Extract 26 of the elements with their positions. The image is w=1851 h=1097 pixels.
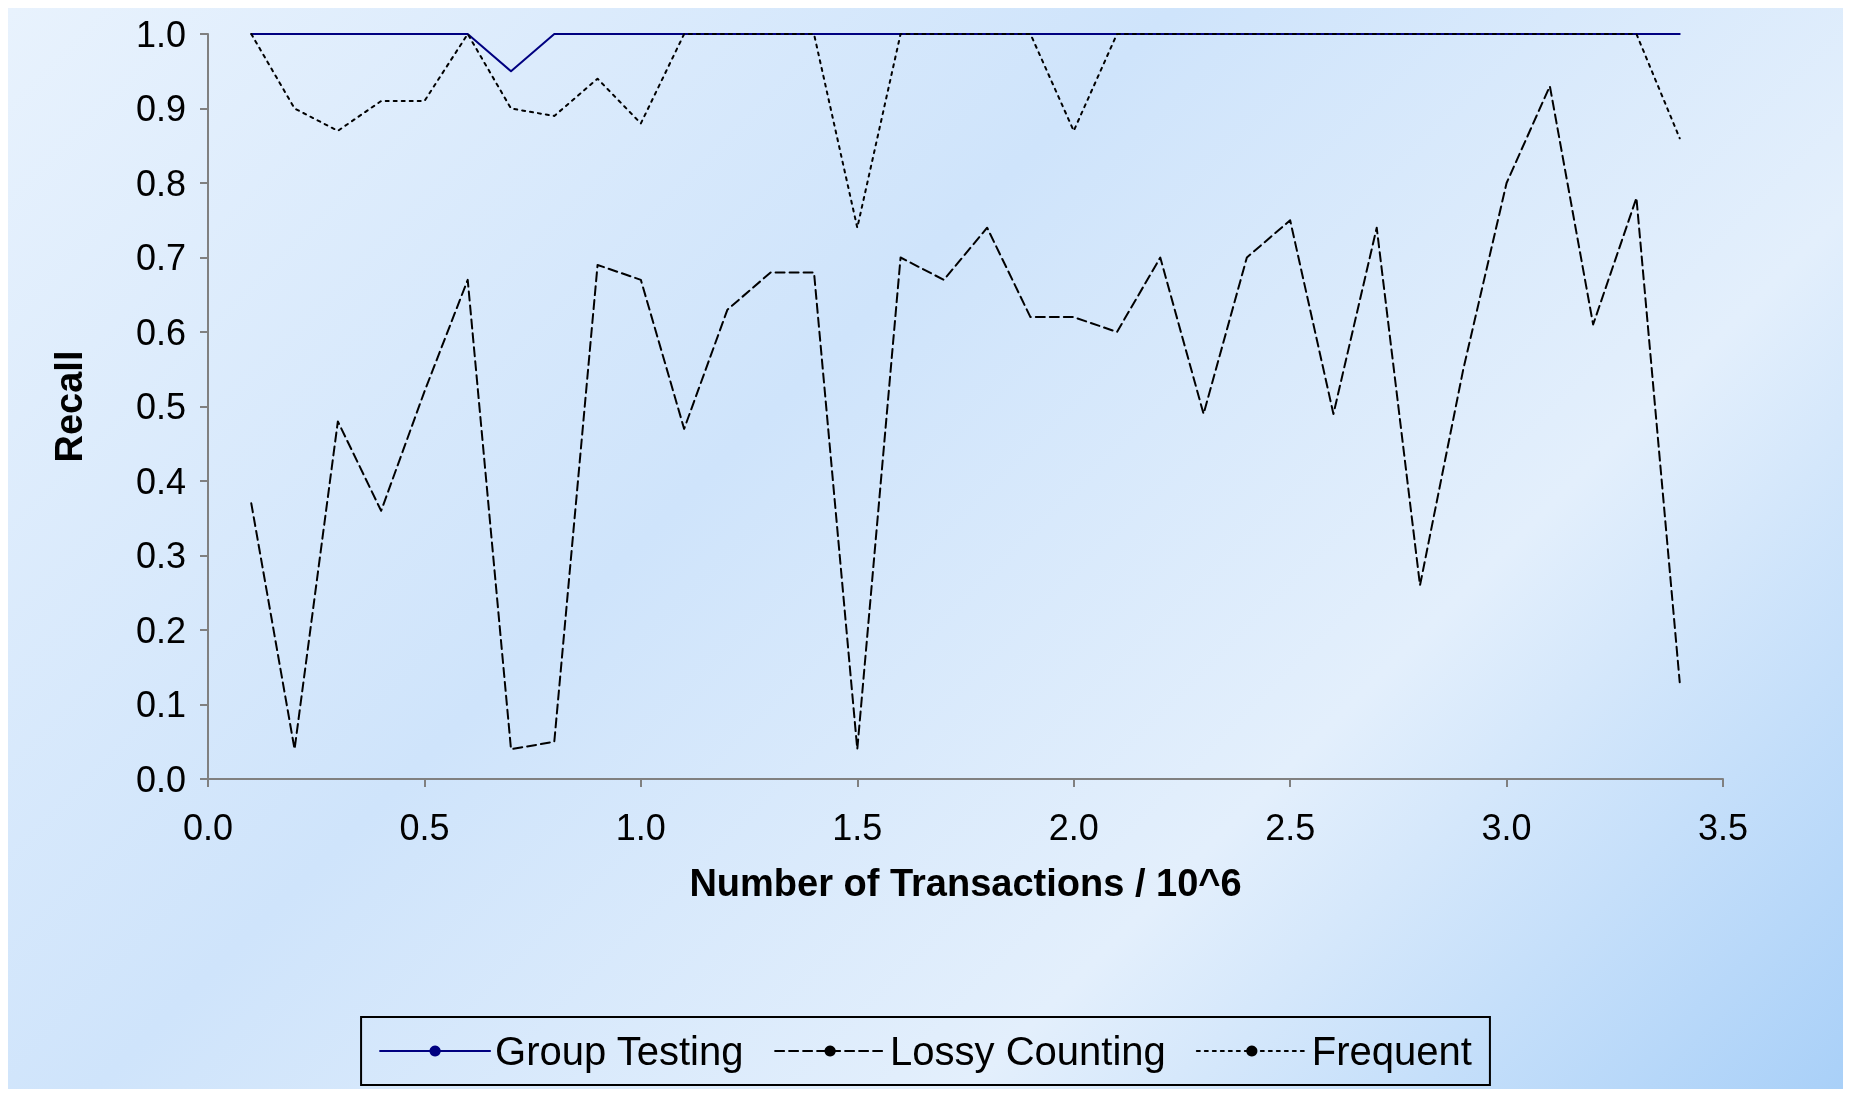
y-tick-label: 0.4 <box>135 460 186 502</box>
legend-label: Frequent <box>1311 1029 1472 1073</box>
x-tick-label: 3.5 <box>1697 806 1749 848</box>
x-tick-label: 3.0 <box>1481 806 1532 848</box>
y-tick-label: 0.9 <box>135 88 186 129</box>
y-tick-label: 1.0 <box>135 13 186 55</box>
legend-label: Lossy Counting <box>890 1029 1166 1073</box>
y-tick-label: 0.1 <box>135 684 186 725</box>
x-tick-label: 0.0 <box>182 806 234 848</box>
line-series <box>250 33 1681 229</box>
y-tick-label: 0.3 <box>135 535 186 576</box>
x-tick-label: 2.5 <box>1265 806 1316 848</box>
y-axis-title: Recall <box>48 350 90 463</box>
x-tick-label: 0.5 <box>399 806 450 848</box>
y-tick-label: 0.8 <box>135 162 186 204</box>
x-tick-label: 1.0 <box>615 806 666 848</box>
y-tick-label: 0.0 <box>135 758 186 800</box>
legend-label: Group Testing <box>495 1029 744 1073</box>
x-axis-title: Number of Transactions / 10^6 <box>689 862 1242 904</box>
line-series <box>250 85 1681 751</box>
y-tick-label: 0.6 <box>135 311 186 353</box>
y-tick-label: 0.7 <box>135 237 186 278</box>
y-tick-label: 0.2 <box>135 609 186 651</box>
x-tick-label: 2.0 <box>1048 806 1099 848</box>
x-tick-label: 1.5 <box>832 806 883 848</box>
y-tick-label: 0.5 <box>135 386 186 427</box>
